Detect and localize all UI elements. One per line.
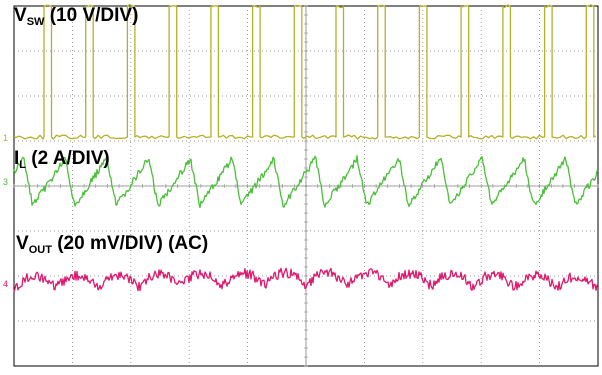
channel-labels: VSW (10 V/DIV) IL (2 A/DIV) VOUT (20 mV/… xyxy=(14,5,208,256)
channel-marker-ch-vout: 4 xyxy=(3,279,8,289)
channel-markers: 1 3 4 xyxy=(3,133,8,289)
label-il: IL (2 A/DIV) xyxy=(14,148,110,171)
trace-ch-vsw xyxy=(13,3,597,140)
waveform-traces xyxy=(13,3,599,293)
trace-ch-il xyxy=(13,155,599,209)
channel-marker-ch-vsw: 1 xyxy=(3,133,8,143)
label-vout: VOUT (20 mV/DIV) (AC) xyxy=(16,233,208,256)
label-vsw: VSW (10 V/DIV) xyxy=(14,5,138,28)
channel-marker-ch-il: 3 xyxy=(3,177,8,187)
trace-ch-vout xyxy=(13,267,599,293)
